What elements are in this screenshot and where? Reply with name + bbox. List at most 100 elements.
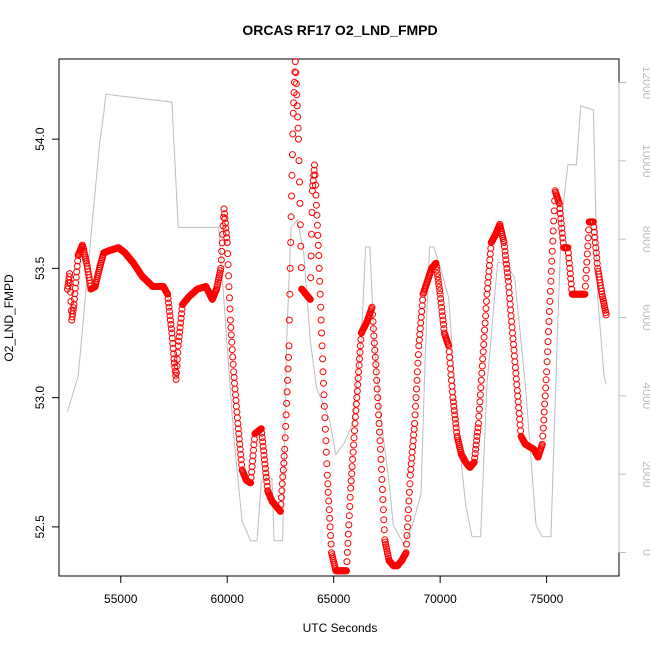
data-point [296, 221, 304, 229]
data-point [544, 338, 552, 346]
data-point [289, 109, 297, 117]
data-point [434, 276, 442, 284]
data-point [288, 171, 296, 179]
data-point [539, 432, 547, 440]
x-tick-label: 75000 [530, 592, 564, 606]
data-point [260, 451, 268, 459]
data-point [261, 460, 269, 468]
data-point [277, 501, 285, 508]
data-point [354, 381, 362, 389]
data-point [483, 297, 490, 305]
data-point [406, 471, 414, 479]
data-point [235, 430, 243, 438]
y2-tick-label: 6000 [640, 304, 650, 331]
data-point [543, 368, 551, 376]
data-point [295, 157, 303, 165]
data-point [223, 234, 231, 242]
chart-title: ORCAS RF17 O2_LND_FMPD [242, 22, 437, 38]
data-point [567, 280, 575, 288]
data-point [325, 506, 333, 514]
data-point [506, 300, 514, 308]
data-point [502, 260, 510, 268]
data-point [327, 532, 335, 539]
data-point [440, 320, 447, 328]
data-point [582, 274, 590, 282]
data-point [229, 360, 237, 368]
data-point [410, 431, 418, 439]
data-point [289, 130, 297, 138]
data-point [512, 375, 520, 383]
data-point [283, 388, 291, 396]
x-axis-label: UTC Seconds [303, 621, 378, 635]
data-point [248, 468, 256, 476]
data-point [261, 465, 269, 472]
data-point [483, 290, 491, 298]
data-point [481, 326, 489, 334]
data-point [508, 318, 516, 325]
data-point [325, 497, 333, 505]
data-point [435, 283, 443, 291]
data-point [228, 338, 236, 346]
data-point [234, 420, 242, 427]
data-point [417, 319, 425, 327]
data-point [584, 242, 592, 250]
data-point [232, 391, 239, 399]
data-point [566, 270, 574, 278]
data-point [414, 359, 422, 367]
y-tick-label: 52.5 [33, 515, 47, 539]
data-point [502, 256, 510, 264]
data-point [292, 80, 300, 88]
x-tick-label: 60000 [211, 592, 245, 606]
data-point [565, 254, 573, 262]
data-point [170, 350, 178, 358]
data-point [276, 507, 284, 515]
data-point [348, 463, 356, 471]
data-point [419, 296, 427, 304]
data-point [593, 259, 601, 267]
data-point [504, 273, 512, 281]
data-point [370, 332, 378, 340]
data-point [226, 294, 233, 302]
data-point [70, 295, 78, 303]
data-point [540, 416, 548, 424]
data-point [368, 303, 376, 311]
y2-axis: 0 2000 4000 6000 8000 10000 12000 [618, 66, 650, 556]
data-point [418, 308, 426, 315]
data-point [350, 434, 358, 442]
data-point [470, 458, 478, 466]
data-point [472, 445, 480, 453]
data-point [224, 250, 232, 258]
data-point [278, 480, 286, 488]
data-point [67, 288, 74, 296]
data-point [312, 191, 320, 199]
data-point [418, 302, 426, 310]
data-point [409, 437, 417, 445]
data-point [351, 420, 359, 427]
data-point [350, 441, 358, 449]
data-point [478, 369, 486, 377]
data-point [344, 539, 352, 547]
data-point [452, 420, 460, 427]
data-point [448, 376, 455, 384]
data-point [170, 355, 178, 363]
data-point [379, 496, 387, 504]
data-point [445, 348, 453, 356]
data-point [538, 440, 546, 448]
data-point [475, 405, 483, 413]
data-point [593, 254, 601, 262]
data-point [164, 295, 172, 302]
data-point [510, 352, 518, 360]
data-point [238, 461, 246, 469]
data-point [237, 451, 245, 458]
data-point [567, 275, 575, 283]
plot-frame [58, 58, 620, 577]
data-point [548, 257, 556, 265]
data-point [413, 376, 421, 384]
data-point [501, 247, 509, 255]
data-point [486, 250, 494, 258]
data-point [66, 270, 74, 278]
data-point [598, 287, 605, 295]
data-point [505, 289, 513, 297]
data-point [376, 428, 384, 436]
data-point [225, 283, 233, 291]
